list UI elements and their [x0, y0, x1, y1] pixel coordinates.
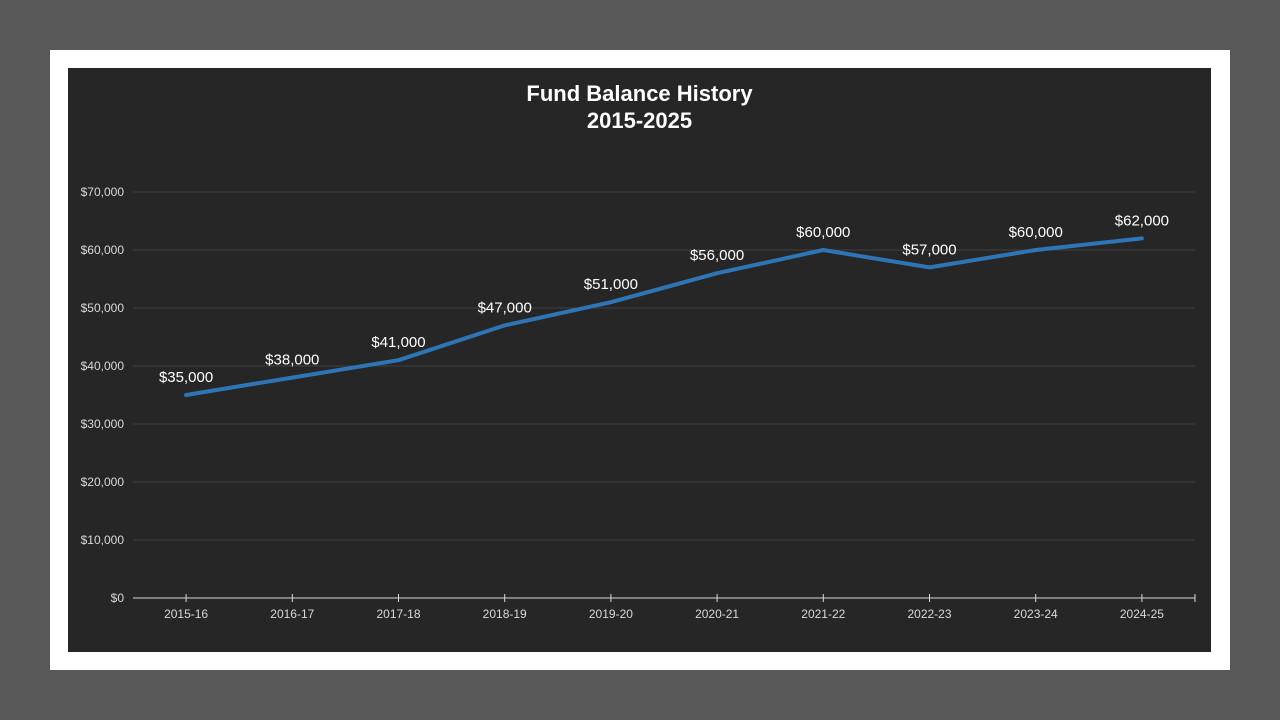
x-tick-label: 2015-16	[164, 607, 208, 621]
data-labels: $35,000 $38,000 $41,000 $47,000 $51,000 $56,0…	[159, 212, 1169, 386]
data-label: $47,000	[478, 299, 532, 316]
data-label: $57,000	[902, 241, 956, 258]
chart-title-main: Fund Balance History	[526, 81, 753, 106]
chart-title: Fund Balance History 2015-2025	[68, 80, 1211, 134]
y-tick-label: $50,000	[81, 301, 125, 315]
x-tick-label: 2021-22	[801, 607, 845, 621]
data-label: $60,000	[796, 224, 850, 241]
x-tick-label: 2018-19	[483, 607, 527, 621]
y-tick-label: $40,000	[81, 359, 125, 373]
x-tick-label: 2017-18	[376, 607, 420, 621]
x-tick-label: 2020-21	[695, 607, 739, 621]
gridlines	[133, 191, 1195, 541]
y-tick-label: $70,000	[81, 185, 125, 199]
y-tick-label: $30,000	[81, 417, 125, 431]
y-tick-label: $20,000	[81, 475, 125, 489]
series-fund-balance	[184, 236, 1144, 397]
chart-frame: Fund Balance History 2015-2025 $0 $10,000…	[50, 50, 1230, 670]
x-tick-label: 2022-23	[907, 607, 951, 621]
x-tick-label: 2016-17	[270, 607, 314, 621]
data-label: $56,000	[690, 247, 744, 264]
chart-subtitle: 2015-2025	[586, 108, 693, 133]
y-tick-label: $0	[111, 591, 125, 605]
x-tick-label: 2024-25	[1120, 607, 1164, 621]
x-axis: 2015-16 2016-17 2017-18 2018-19 2019-20 2020-…	[133, 594, 1196, 621]
series-line	[184, 236, 1144, 397]
y-axis: $0 $10,000 $20,000 $30,000 $40,000 $50,000 $60…	[81, 185, 125, 605]
line-plot: $0 $10,000 $20,000 $30,000 $40,000 $50,000 $60…	[81, 185, 1196, 621]
chart-area: Fund Balance History 2015-2025 $0 $10,000…	[68, 68, 1211, 652]
data-label: $51,000	[584, 276, 638, 293]
x-tick-label: 2019-20	[589, 607, 633, 621]
data-label: $60,000	[1009, 224, 1063, 241]
y-tick-label: $60,000	[81, 243, 125, 257]
data-label: $41,000	[371, 334, 425, 351]
data-label: $35,000	[159, 369, 213, 386]
data-label: $62,000	[1115, 212, 1169, 229]
y-tick-label: $10,000	[81, 533, 125, 547]
x-tick-label: 2023-24	[1014, 607, 1058, 621]
data-label: $38,000	[265, 352, 319, 369]
